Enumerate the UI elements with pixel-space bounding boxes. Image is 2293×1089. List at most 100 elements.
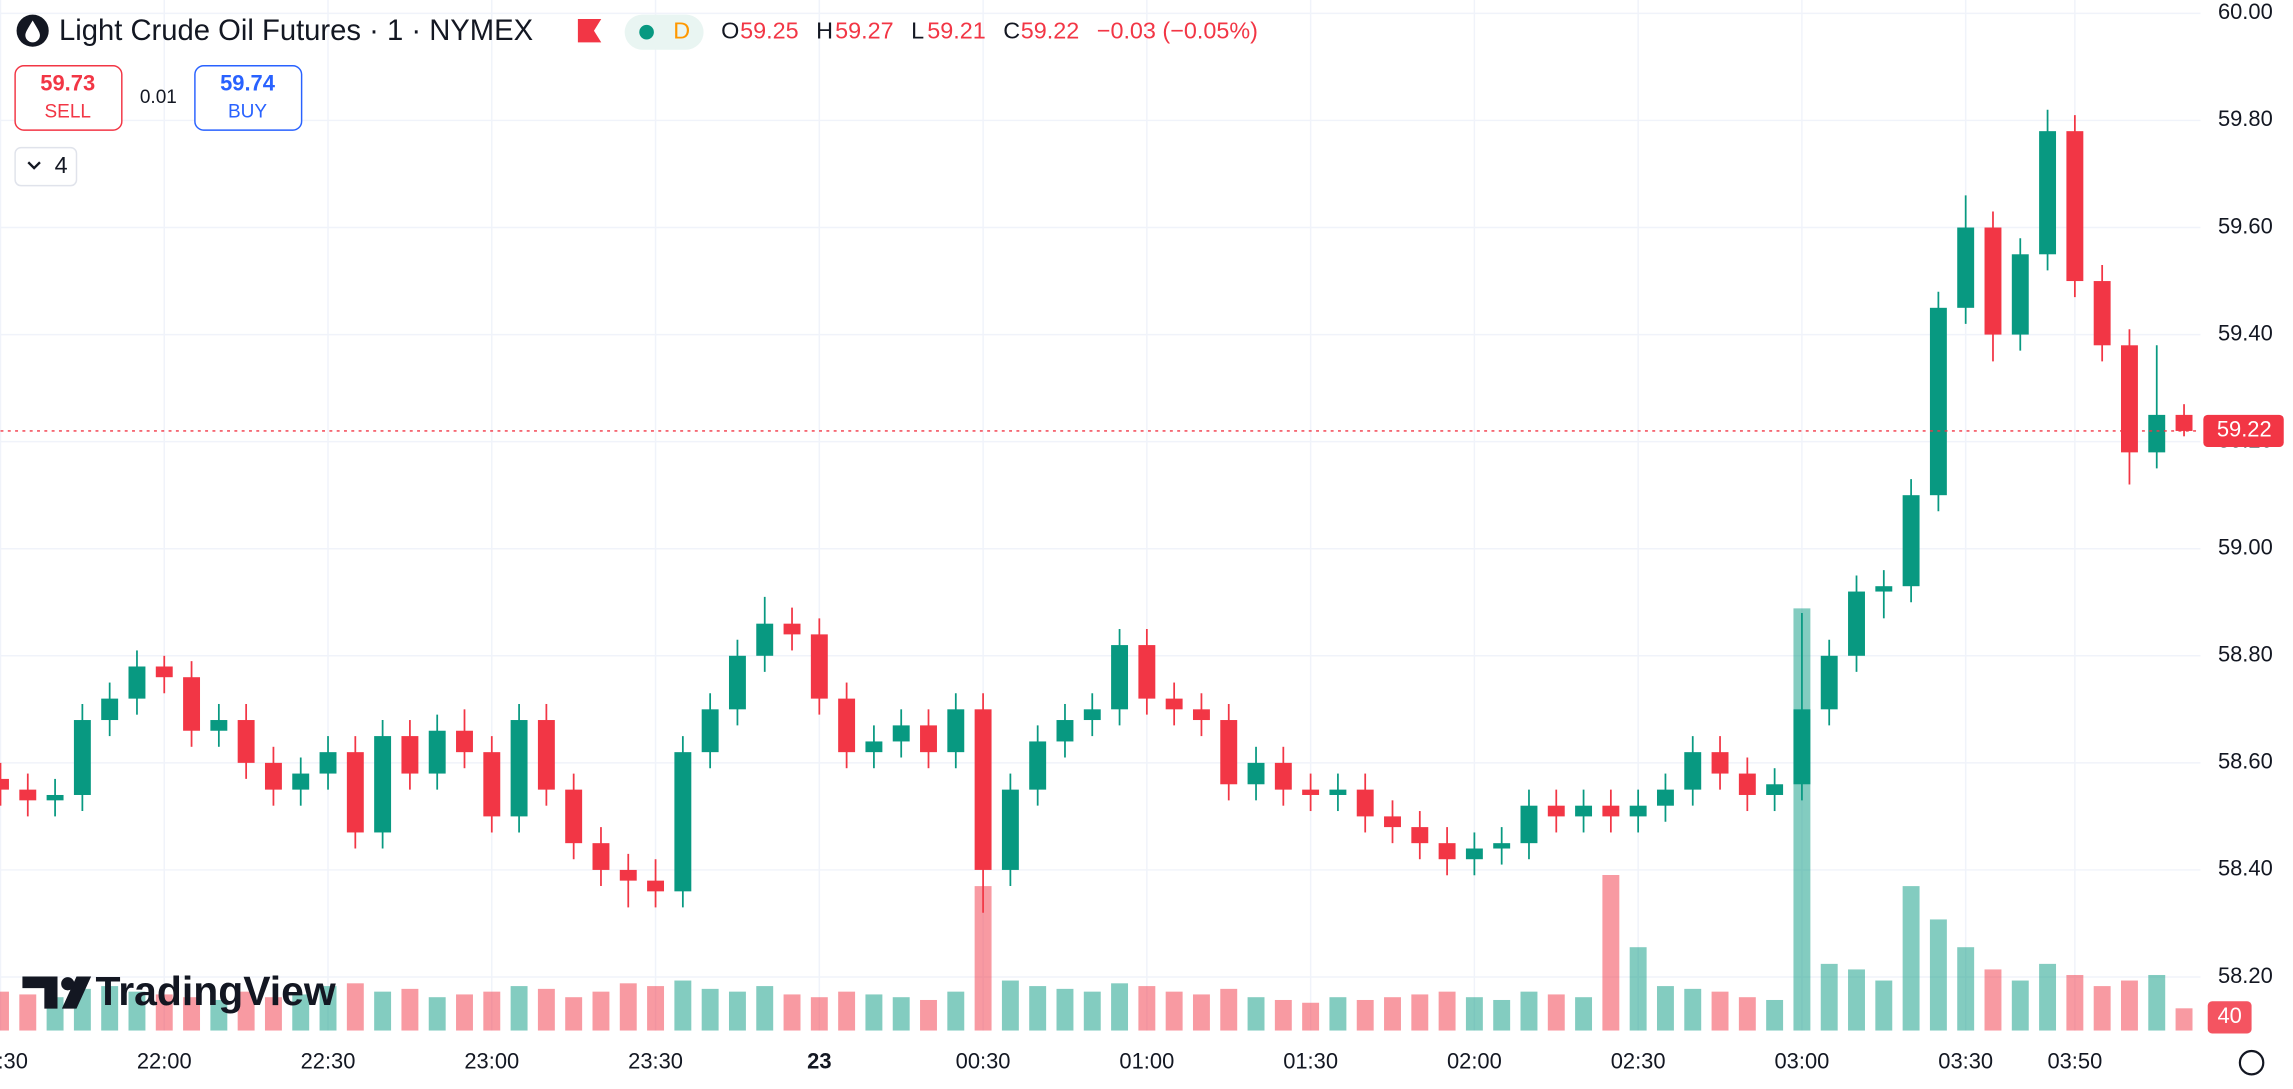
buy-button[interactable]: [194, 65, 303, 131]
candle-body: [565, 789, 583, 844]
candle-body: [1329, 789, 1347, 795]
candle-body: [1766, 784, 1784, 795]
volume-bar: [1738, 997, 1756, 1031]
symbol-title[interactable]: Light Crude Oil Futures · 1 · NYMEX: [59, 15, 533, 47]
volume-bar: [1493, 999, 1511, 1031]
candle-body: [401, 736, 419, 774]
candle-body: [1848, 591, 1865, 656]
volume-bar: [920, 999, 937, 1031]
candle-body: [1274, 762, 1292, 790]
candle-body: [783, 623, 801, 635]
candle-body: [374, 736, 392, 833]
volume-bar: [674, 980, 692, 1031]
candle-body: [1302, 789, 1320, 795]
volume-bar: [1520, 991, 1538, 1031]
volume-bar: [401, 988, 419, 1031]
volume-bar: [947, 991, 965, 1031]
volume-tag: [2207, 1001, 2252, 1034]
volume-bar: [19, 994, 37, 1031]
volume-bar: [2120, 980, 2138, 1031]
candle-body: [537, 720, 555, 790]
candle-body: [810, 634, 828, 699]
candle-body: [1438, 843, 1456, 860]
volume-bar: [1575, 997, 1593, 1031]
candle-body: [210, 720, 228, 731]
candle-body: [1083, 709, 1101, 721]
status-dot: [639, 24, 654, 40]
volume-bar: [1656, 986, 1674, 1031]
sell-price: 59.73: [40, 71, 95, 96]
volume-bar: [1220, 988, 1238, 1031]
volume-bar: [701, 988, 719, 1031]
volume-bar: [428, 997, 446, 1031]
candle-body: [1902, 495, 1920, 587]
x-tick-label: 23:00: [464, 1048, 519, 1073]
x-tick-label: 21:30: [0, 1048, 28, 1073]
y-tick-label: 59.60: [2218, 213, 2273, 238]
buy-price: 59.74: [220, 71, 276, 96]
volume-bar: [1029, 986, 1047, 1031]
volume-bar: [565, 997, 583, 1031]
volume-label: 40: [2217, 1003, 2241, 1028]
candle-body: [483, 752, 501, 817]
ohlc-label: C: [1003, 17, 1020, 43]
volume-bar: [1356, 999, 1374, 1031]
candle-body: [1029, 741, 1047, 790]
y-tick-label: 59.40: [2218, 320, 2273, 345]
candle-body: [920, 725, 937, 753]
volume-bar: [1984, 969, 2002, 1031]
candle-body: [264, 762, 282, 790]
volume-bar: [1684, 988, 1702, 1031]
volume-bar: [1820, 963, 1838, 1031]
volume-bar: [537, 988, 555, 1031]
candle-body: [46, 794, 64, 801]
volume-bar: [292, 994, 310, 1031]
volume-bar: [0, 991, 9, 1031]
x-tick-label: 01:00: [1119, 1048, 1174, 1073]
candle-body: [510, 720, 528, 817]
indicators-count: 4: [55, 152, 68, 178]
volume-bar: [1165, 991, 1183, 1031]
y-tick-label: 60.00: [2218, 0, 2273, 24]
candle-body: [2175, 414, 2193, 431]
volume-bar: [374, 991, 392, 1031]
volume-bar: [865, 994, 883, 1031]
volume-bar: [647, 986, 665, 1031]
volume-bar: [1465, 997, 1483, 1031]
ohlc-value: 59.27: [835, 17, 894, 43]
volume-bar: [183, 997, 201, 1031]
volume-bar: [838, 991, 856, 1031]
volume-bar: [210, 999, 228, 1031]
logo: TradingView: [96, 968, 336, 1014]
candle-body: [1465, 848, 1483, 860]
candle-body: [292, 773, 310, 790]
volume-bar: [2093, 986, 2111, 1031]
candle-body: [183, 677, 201, 731]
candle-body: [1793, 709, 1811, 785]
candle-body: [237, 720, 255, 763]
candle-body: [1820, 655, 1838, 710]
candle-body: [128, 666, 146, 699]
volume-bar: [1001, 980, 1019, 1031]
volume-bar: [1766, 999, 1784, 1031]
volume-bar: [346, 983, 364, 1031]
settings-icon[interactable]: [2238, 1049, 2265, 1076]
candle-body: [1738, 773, 1756, 795]
candle-body: [1929, 307, 1947, 496]
candle-body: [1356, 789, 1374, 817]
candle-body: [2148, 414, 2166, 453]
volume-bar: [2039, 963, 2057, 1031]
volume-bar: [974, 886, 992, 1031]
flag[interactable]: [577, 19, 602, 43]
x-tick-label: 23:30: [628, 1048, 683, 1073]
buy-label: BUY: [228, 102, 267, 123]
candle-body: [1629, 805, 1647, 817]
indicators-toggle[interactable]: [14, 146, 78, 187]
candle-body: [892, 725, 910, 742]
volume-bar: [619, 983, 637, 1031]
candle-body: [2011, 254, 2029, 335]
volume-bar: [1411, 994, 1429, 1031]
sell-button[interactable]: [14, 65, 123, 131]
volume-bar: [1192, 994, 1210, 1031]
candle-body: [838, 698, 856, 753]
